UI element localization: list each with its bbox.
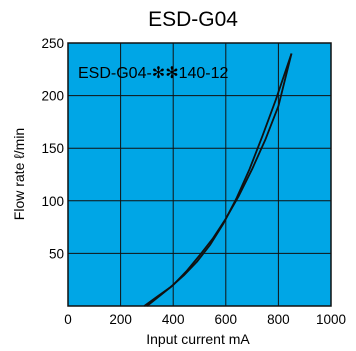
series-line-2 (143, 53, 293, 307)
y-axis-label: Flow rate ℓ/min (11, 128, 27, 220)
x-tick-label: 0 (64, 312, 72, 327)
x-tick-label: 600 (215, 312, 238, 327)
series-group (143, 53, 293, 307)
x-tick-label: 1000 (316, 312, 346, 327)
series-label: ESD-G04-✻✻140-12 (78, 65, 229, 82)
x-axis-label: Input current mA (146, 331, 250, 347)
y-tick-label: 100 (41, 194, 64, 209)
x-tick-label: 200 (109, 312, 132, 327)
x-tick-label: 800 (267, 312, 290, 327)
y-tick-labels: 50 100 150 200 250 (41, 36, 64, 261)
y-tick-label: 200 (41, 89, 64, 104)
x-tick-label: 400 (162, 312, 185, 327)
y-tick-label: 50 (49, 246, 64, 261)
grid (68, 43, 331, 306)
plot-area (67, 42, 332, 307)
x-tick-labels: 0 200 400 600 800 1000 (64, 312, 346, 327)
y-tick-label: 150 (41, 141, 64, 156)
chart-title: ESD-G04 (148, 8, 238, 31)
y-tick-label: 250 (41, 36, 64, 51)
